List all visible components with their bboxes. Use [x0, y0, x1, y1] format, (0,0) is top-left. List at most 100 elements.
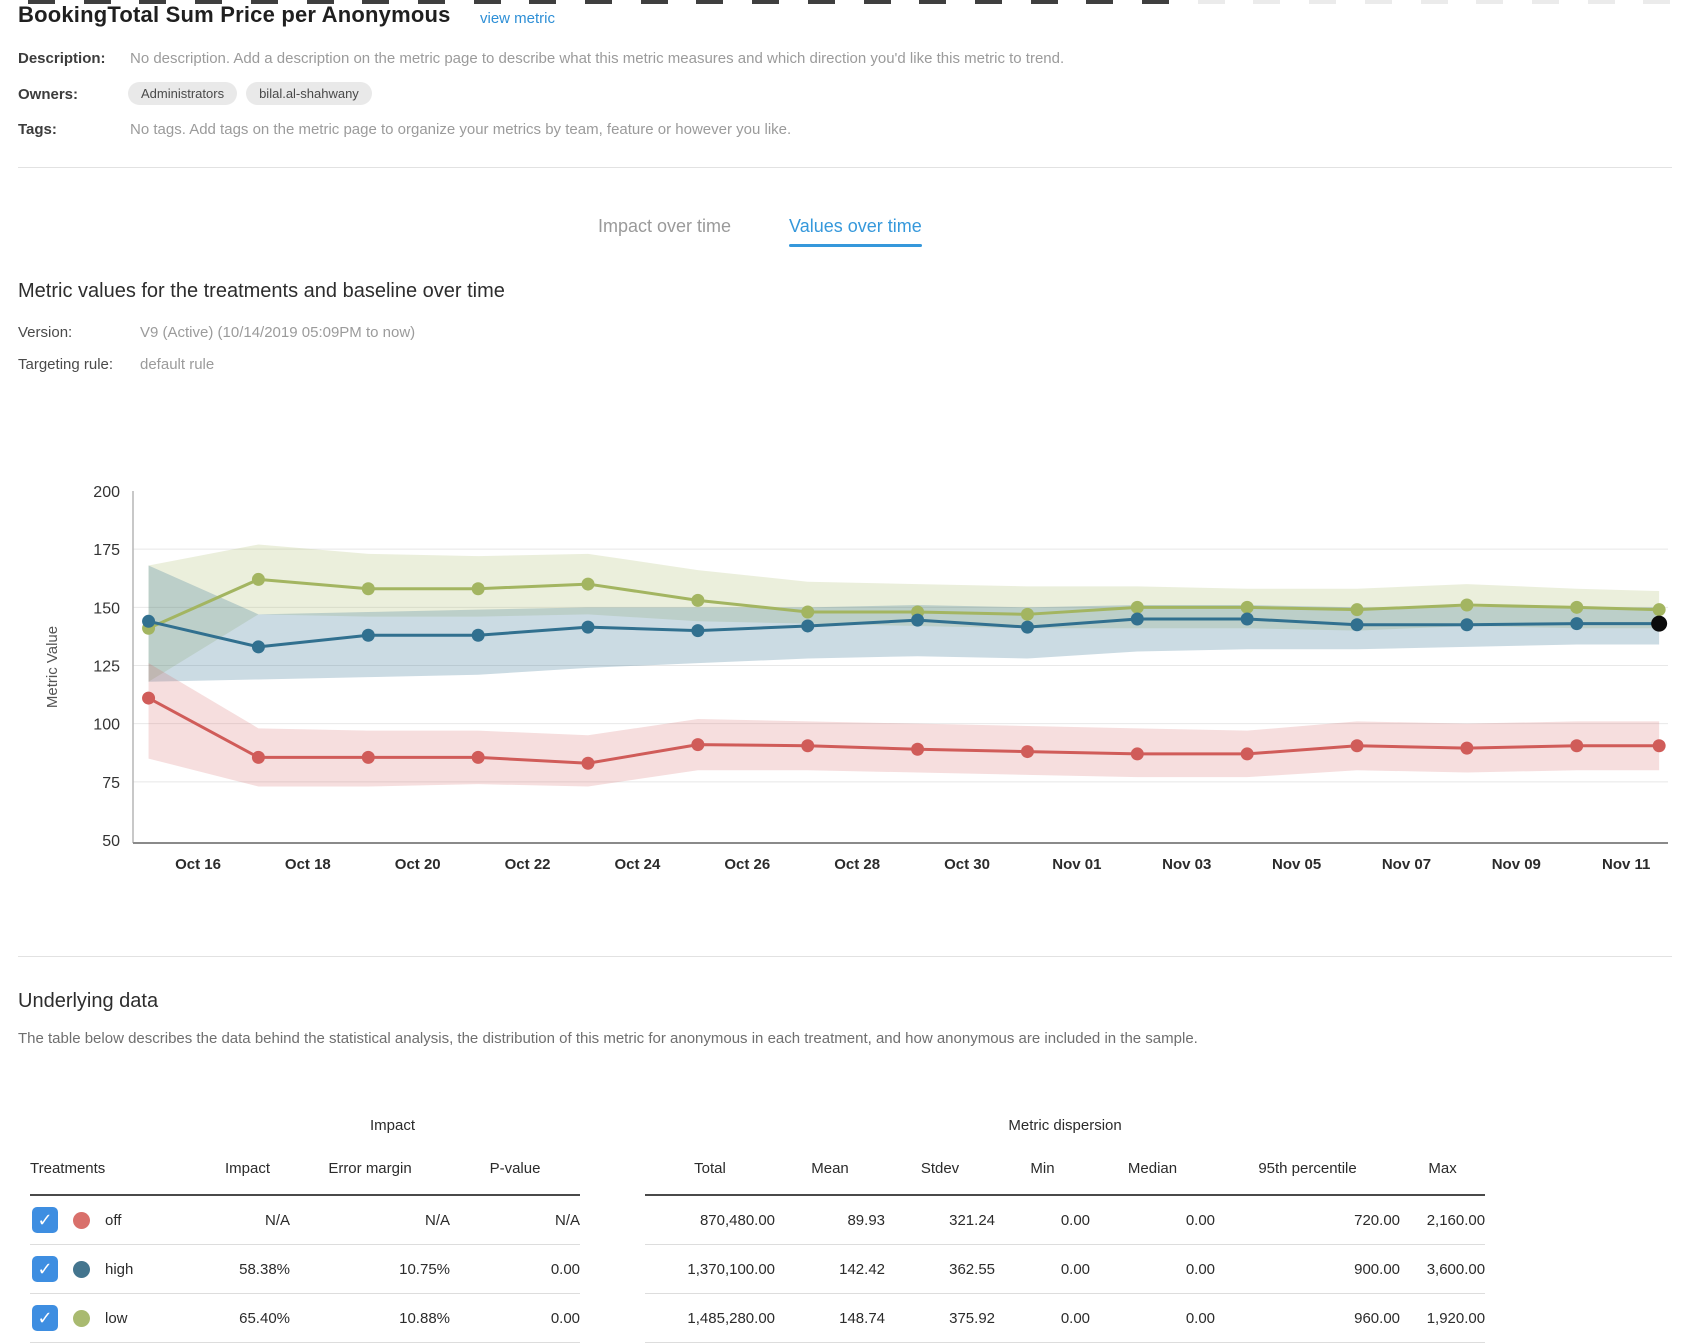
- top-dash: [1253, 0, 1281, 4]
- top-dash: [640, 0, 668, 4]
- chart-svg: 200 175 150 125 100 75 50 Metric Value Oct 16 Oct…: [44, 484, 1668, 873]
- cell-total: 1,370,100.00: [645, 1244, 776, 1294]
- cell-median: 0.00: [1090, 1244, 1216, 1294]
- x-tick-label: Oct 26: [724, 856, 770, 873]
- cell-p_value: N/A: [450, 1195, 581, 1245]
- cell-max: 1,920.00: [1400, 1293, 1486, 1343]
- cell-error_margin: 10.88%: [290, 1293, 450, 1343]
- point-off-nov-08[interactable]: [1460, 741, 1474, 755]
- top-dash: [1030, 0, 1058, 4]
- table-row-off: ✓ off N/A N/A N/A 870,480.00 89.93 321.24 0.00 0.…: [30, 1195, 1486, 1245]
- point-off-oct-17[interactable]: [251, 750, 265, 764]
- point-high-oct-15[interactable]: [142, 614, 156, 628]
- point-low-nov-08[interactable]: [1460, 598, 1474, 612]
- point-off-oct-29[interactable]: [911, 742, 925, 756]
- point-low-nov-02[interactable]: [1130, 600, 1144, 614]
- point-high-oct-25[interactable]: [691, 624, 705, 638]
- cell-impact: 65.40%: [205, 1293, 290, 1343]
- point-low-nov-11[interactable]: [1652, 603, 1666, 617]
- point-high-nov-04[interactable]: [1240, 612, 1254, 626]
- point-high-oct-23[interactable]: [581, 620, 595, 634]
- point-low-oct-19[interactable]: [361, 582, 375, 596]
- table-row-low: ✓ low 65.40% 10.88% 0.00 1,485,280.00 148.74 37…: [30, 1293, 1486, 1343]
- top-dash: [28, 0, 55, 4]
- point-low-nov-04[interactable]: [1240, 600, 1254, 614]
- treatment-label: low: [105, 1309, 128, 1327]
- top-dash: [1086, 0, 1114, 4]
- cell-p95: 720.00: [1215, 1195, 1401, 1245]
- point-high-oct-27[interactable]: [801, 619, 815, 633]
- point-high-oct-17[interactable]: [251, 640, 265, 654]
- point-high-oct-21[interactable]: [471, 628, 485, 642]
- treatment-color-dot-low: [73, 1309, 90, 1327]
- point-off-nov-11[interactable]: [1652, 739, 1666, 753]
- x-tick-label: Oct 30: [944, 856, 990, 873]
- tab-active-underline: [789, 244, 922, 247]
- cell-mean: 89.93: [775, 1195, 886, 1245]
- point-high-nov-08[interactable]: [1460, 618, 1474, 632]
- cell-p_value: 0.00: [450, 1244, 581, 1294]
- cell-max: 3,600.00: [1400, 1244, 1486, 1294]
- y-tick-label: 150: [93, 600, 120, 617]
- point-off-nov-10[interactable]: [1570, 739, 1584, 753]
- point-off-nov-04[interactable]: [1240, 747, 1254, 761]
- column-header-stdev: Stdev: [885, 1142, 996, 1196]
- x-tick-label: Oct 18: [285, 856, 331, 873]
- cell-mean: 142.42: [775, 1244, 886, 1294]
- point-high-nov-11[interactable]: [1651, 615, 1668, 632]
- owner-chip[interactable]: bilal.al-shahwany: [246, 82, 372, 105]
- treatment-color-dot-off: [73, 1211, 90, 1229]
- point-low-nov-06[interactable]: [1350, 603, 1364, 617]
- point-high-oct-31[interactable]: [1020, 620, 1034, 634]
- tab-impact-over-time[interactable]: Impact over time: [598, 216, 731, 247]
- treatment-checkbox-low[interactable]: ✓: [32, 1305, 58, 1331]
- top-dash: [1309, 0, 1337, 4]
- point-off-nov-06[interactable]: [1350, 739, 1364, 753]
- x-tick-label: Oct 24: [615, 856, 662, 873]
- point-low-oct-17[interactable]: [251, 572, 265, 586]
- tab-values-over-time[interactable]: Values over time: [789, 216, 922, 247]
- x-tick-label: Nov 09: [1492, 856, 1541, 873]
- column-header-error-margin: Error margin: [290, 1142, 450, 1196]
- point-off-oct-23[interactable]: [581, 756, 595, 770]
- point-off-oct-21[interactable]: [471, 750, 485, 764]
- version-value: V9 (Active) (10/14/2019 05:09PM to now): [140, 324, 416, 341]
- tab-active-underline: [598, 244, 731, 247]
- point-off-oct-31[interactable]: [1020, 745, 1034, 759]
- tags-text: No tags. Add tags on the metric page to …: [130, 121, 792, 138]
- point-high-nov-10[interactable]: [1570, 617, 1584, 631]
- point-high-nov-06[interactable]: [1350, 618, 1364, 632]
- y-tick-label: 100: [93, 717, 120, 734]
- treatment-checkbox-high[interactable]: ✓: [32, 1256, 58, 1282]
- point-low-oct-31[interactable]: [1020, 607, 1034, 621]
- point-low-oct-25[interactable]: [691, 593, 705, 607]
- treatment-cell: ✓ off: [30, 1195, 205, 1245]
- point-low-oct-27[interactable]: [801, 605, 815, 619]
- section-heading: Metric values for the treatments and bas…: [18, 280, 505, 302]
- point-low-nov-10[interactable]: [1570, 600, 1584, 614]
- point-off-oct-25[interactable]: [691, 738, 705, 752]
- top-dash: [752, 0, 780, 4]
- point-low-oct-21[interactable]: [471, 582, 485, 596]
- treatment-label: high: [105, 1260, 134, 1278]
- treatment-checkbox-off[interactable]: ✓: [32, 1207, 58, 1233]
- point-off-nov-02[interactable]: [1130, 747, 1144, 761]
- point-high-oct-29[interactable]: [911, 613, 925, 627]
- cell-p95: 900.00: [1215, 1244, 1401, 1294]
- cell-min: 0.00: [995, 1293, 1091, 1343]
- column-header-total: Total: [645, 1142, 776, 1196]
- y-tick-label: 125: [93, 659, 120, 676]
- point-off-oct-15[interactable]: [142, 691, 156, 705]
- group-header-impact: Impact: [370, 1116, 416, 1134]
- point-high-nov-02[interactable]: [1130, 612, 1144, 626]
- point-off-oct-19[interactable]: [361, 750, 375, 764]
- point-low-oct-23[interactable]: [581, 577, 595, 591]
- top-dash: [529, 0, 557, 4]
- view-metric-link[interactable]: view metric: [480, 10, 556, 27]
- point-high-oct-19[interactable]: [361, 628, 375, 642]
- point-off-oct-27[interactable]: [801, 739, 815, 753]
- owner-chip[interactable]: Administrators: [128, 82, 238, 105]
- cell-min: 0.00: [995, 1195, 1091, 1245]
- x-tick-label: Nov 07: [1382, 856, 1431, 873]
